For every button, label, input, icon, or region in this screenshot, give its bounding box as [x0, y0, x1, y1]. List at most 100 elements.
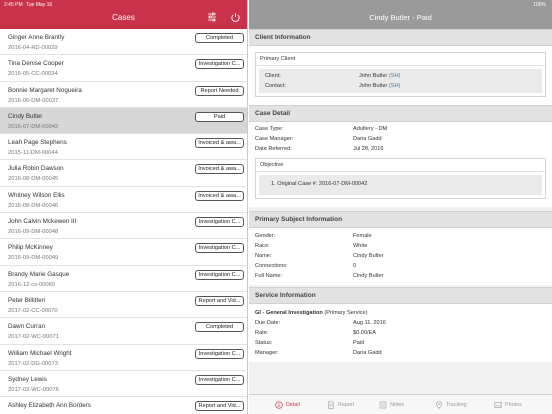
- case-status-badge[interactable]: Investigation C...: [195, 269, 244, 280]
- detail-label: Due Date:: [255, 320, 281, 326]
- case-list: Ginger Anne Brantly 2016-04-RD-00029 Compl…: [0, 29, 247, 414]
- case-row[interactable]: Ashley Elizabeth Ann Borders Report and V…: [0, 397, 247, 414]
- filter-sliders-icon[interactable]: [207, 12, 217, 22]
- tab-detail[interactable]: Detail: [275, 399, 300, 411]
- case-status-badge[interactable]: Invoiced & awa...: [195, 190, 244, 201]
- detail-row: Gender: Female: [249, 231, 552, 241]
- detail-label: Case Manager:: [255, 136, 294, 142]
- case-row[interactable]: Julia Robin Dawson 2016-08-DM-00045 Invoic…: [0, 160, 247, 187]
- case-row[interactable]: John Calvin Mckewen III 2016-09-DM-00048 I…: [0, 213, 247, 240]
- case-status-badge[interactable]: Investigation C...: [195, 59, 244, 70]
- case-id: 2016-09-DM-00048: [8, 229, 59, 236]
- notes-icon: [379, 401, 387, 409]
- case-status-badge[interactable]: Investigation C...: [195, 348, 244, 359]
- case-row[interactable]: Philip McKinney 2016-09-DM-00049 Investiga…: [0, 239, 247, 266]
- case-id: 2016-08-DM-00045: [8, 176, 59, 183]
- tab-label: Notes: [390, 402, 405, 408]
- detail-row: Manager: Daria Gadd: [249, 348, 552, 358]
- case-status-badge[interactable]: Investigation C...: [195, 217, 244, 228]
- case-row[interactable]: William Michael Wright 2017-02-DG-00073 In…: [0, 344, 247, 371]
- tab-photos[interactable]: Photos: [494, 399, 522, 411]
- tab-report[interactable]: Report: [327, 399, 354, 411]
- case-row[interactable]: Peter Billitteri 2017-02-CC-00070 Report a…: [0, 291, 247, 319]
- detail-label: Gender:: [255, 233, 276, 239]
- detail-label: Date Referred:: [255, 146, 292, 152]
- case-row[interactable]: Whitney Wilson Ellis 2016-08-DM-00046 Invo…: [0, 186, 247, 214]
- case-name: William Michael Wright: [8, 349, 72, 357]
- detail-value: White: [353, 243, 368, 249]
- contact-tag-link[interactable]: (SH): [388, 83, 401, 89]
- objective-box: Objective 1. Original Case #: 2016-07-DM…: [255, 158, 546, 199]
- detail-value: Female: [353, 233, 372, 239]
- case-name: Ginger Anne Brantly: [8, 34, 65, 41]
- cases-pane: Cases Ginger Anne Brantly 2016-04-RD-0002…: [0, 0, 248, 414]
- primary-subject-section: Gender: Female Race: White Name: Cindy Butler…: [249, 228, 552, 285]
- contact-name: John Butler: [359, 83, 388, 89]
- tab-label: Tracking: [446, 402, 467, 408]
- case-status-badge[interactable]: Report and Vid...: [195, 401, 244, 412]
- case-status-badge[interactable]: Invoiced & awa...: [195, 164, 244, 175]
- power-icon[interactable]: [230, 12, 241, 23]
- client-tag-link[interactable]: (SH): [388, 73, 401, 79]
- case-status-badge[interactable]: Completed: [195, 33, 244, 43]
- client-label: Client:: [265, 73, 281, 79]
- primary-subject-heading[interactable]: Primary Subject Information: [249, 211, 552, 228]
- case-status-badge[interactable]: Investigation C...: [195, 374, 244, 385]
- detail-row: Name: Cindy Butler: [249, 251, 552, 261]
- case-id: 2017-02-DG-00073: [8, 360, 58, 367]
- case-status-badge[interactable]: Invoiced & awa...: [195, 138, 244, 149]
- case-row[interactable]: Sydney Lewis 2017-03-WC-00076 Investigatio…: [0, 370, 247, 398]
- case-row[interactable]: Tina Denise Cooper 2016-05-CC-00034 Invest…: [0, 55, 247, 82]
- detail-label: Manager:: [255, 350, 279, 356]
- service-note: (Primary Service): [324, 310, 368, 316]
- status-battery: 100%: [533, 2, 546, 8]
- service-info-heading[interactable]: Service Information: [249, 287, 552, 304]
- tab-label: Report: [338, 402, 355, 408]
- document-icon: [328, 401, 334, 409]
- case-row[interactable]: Brandy Marie Gasque 2016-12-cs-00060 Inves…: [0, 265, 247, 292]
- detail-label: Connections:: [255, 263, 288, 269]
- case-id: 2016-05-CC-00034: [8, 71, 58, 78]
- detail-label: Rate:: [255, 330, 269, 336]
- case-row[interactable]: Leah Page Stephens 2015-11-DM-00044 Invoic…: [0, 134, 247, 161]
- case-row[interactable]: Dawn Curran 2017-02-WC-00071 Completed: [0, 318, 247, 345]
- contact-label: Contact:: [265, 83, 286, 89]
- detail-value: Adultery - DM: [353, 126, 388, 132]
- tab-label: Detail: [286, 402, 300, 408]
- service-title: GI - General Investigation (Primary Serv…: [249, 306, 552, 318]
- detail-label: Case Type:: [255, 126, 284, 132]
- service-name: GI - General Investigation: [255, 310, 323, 316]
- case-row[interactable]: Bonnie Margaret Nogueira 2016-06-DM-00037…: [0, 81, 247, 108]
- case-id: 2016-06-DM-00037: [8, 97, 59, 104]
- case-row[interactable]: Ginger Anne Brantly 2016-04-RD-00029 Compl…: [0, 29, 247, 56]
- case-status-badge[interactable]: Report Needed: [195, 85, 244, 96]
- case-id: 2016-04-RD-00029: [8, 45, 58, 51]
- case-status-badge[interactable]: Report and Vid...: [195, 295, 244, 306]
- client-info-heading[interactable]: Client Information: [249, 29, 552, 46]
- case-detail-heading[interactable]: Case Detail: [249, 105, 552, 122]
- primary-client-title: Primary Client: [256, 53, 545, 66]
- objective-title: Objective: [256, 159, 545, 172]
- detail-row: Date Referred: Jul 28, 2016: [249, 144, 552, 154]
- detail-label: Name:: [255, 253, 272, 259]
- case-name: Leah Page Stephens: [8, 139, 67, 147]
- tab-notes[interactable]: Notes: [379, 399, 404, 411]
- cases-title: Cases: [112, 13, 135, 22]
- case-id: 2016-07-DM-00042: [8, 123, 59, 130]
- case-status-badge[interactable]: Completed: [195, 322, 244, 333]
- service-rows: Due Date: Aug 11, 2016 Rate: $0.00/EA Status…: [249, 318, 552, 358]
- primary-client-box: Primary Client Client: John Butler (SH) …: [255, 52, 546, 97]
- case-name: Tina Denise Cooper: [8, 60, 64, 68]
- tab-label: Photos: [505, 402, 522, 408]
- case-row[interactable]: Cindy Butler 2016-07-DM-00042 Paid: [0, 107, 247, 135]
- case-status-badge[interactable]: Investigation C...: [195, 243, 244, 254]
- case-name: Julia Robin Dawson: [8, 165, 64, 173]
- detail-value: Jul 28, 2016: [353, 146, 384, 152]
- bottom-tab-bar: Detail Report Notes Tracking Photos: [249, 394, 552, 414]
- case-status-badge[interactable]: Paid: [195, 111, 244, 122]
- case-id: 2017-03-WC-00076: [8, 386, 59, 393]
- detail-row: Race: White: [249, 241, 552, 251]
- case-detail-section: Case Type: Adultery - DM Case Manager: Dari…: [249, 122, 552, 207]
- tab-tracking[interactable]: Tracking: [435, 399, 466, 411]
- detail-row: Case Manager: Daria Gadd: [249, 134, 552, 144]
